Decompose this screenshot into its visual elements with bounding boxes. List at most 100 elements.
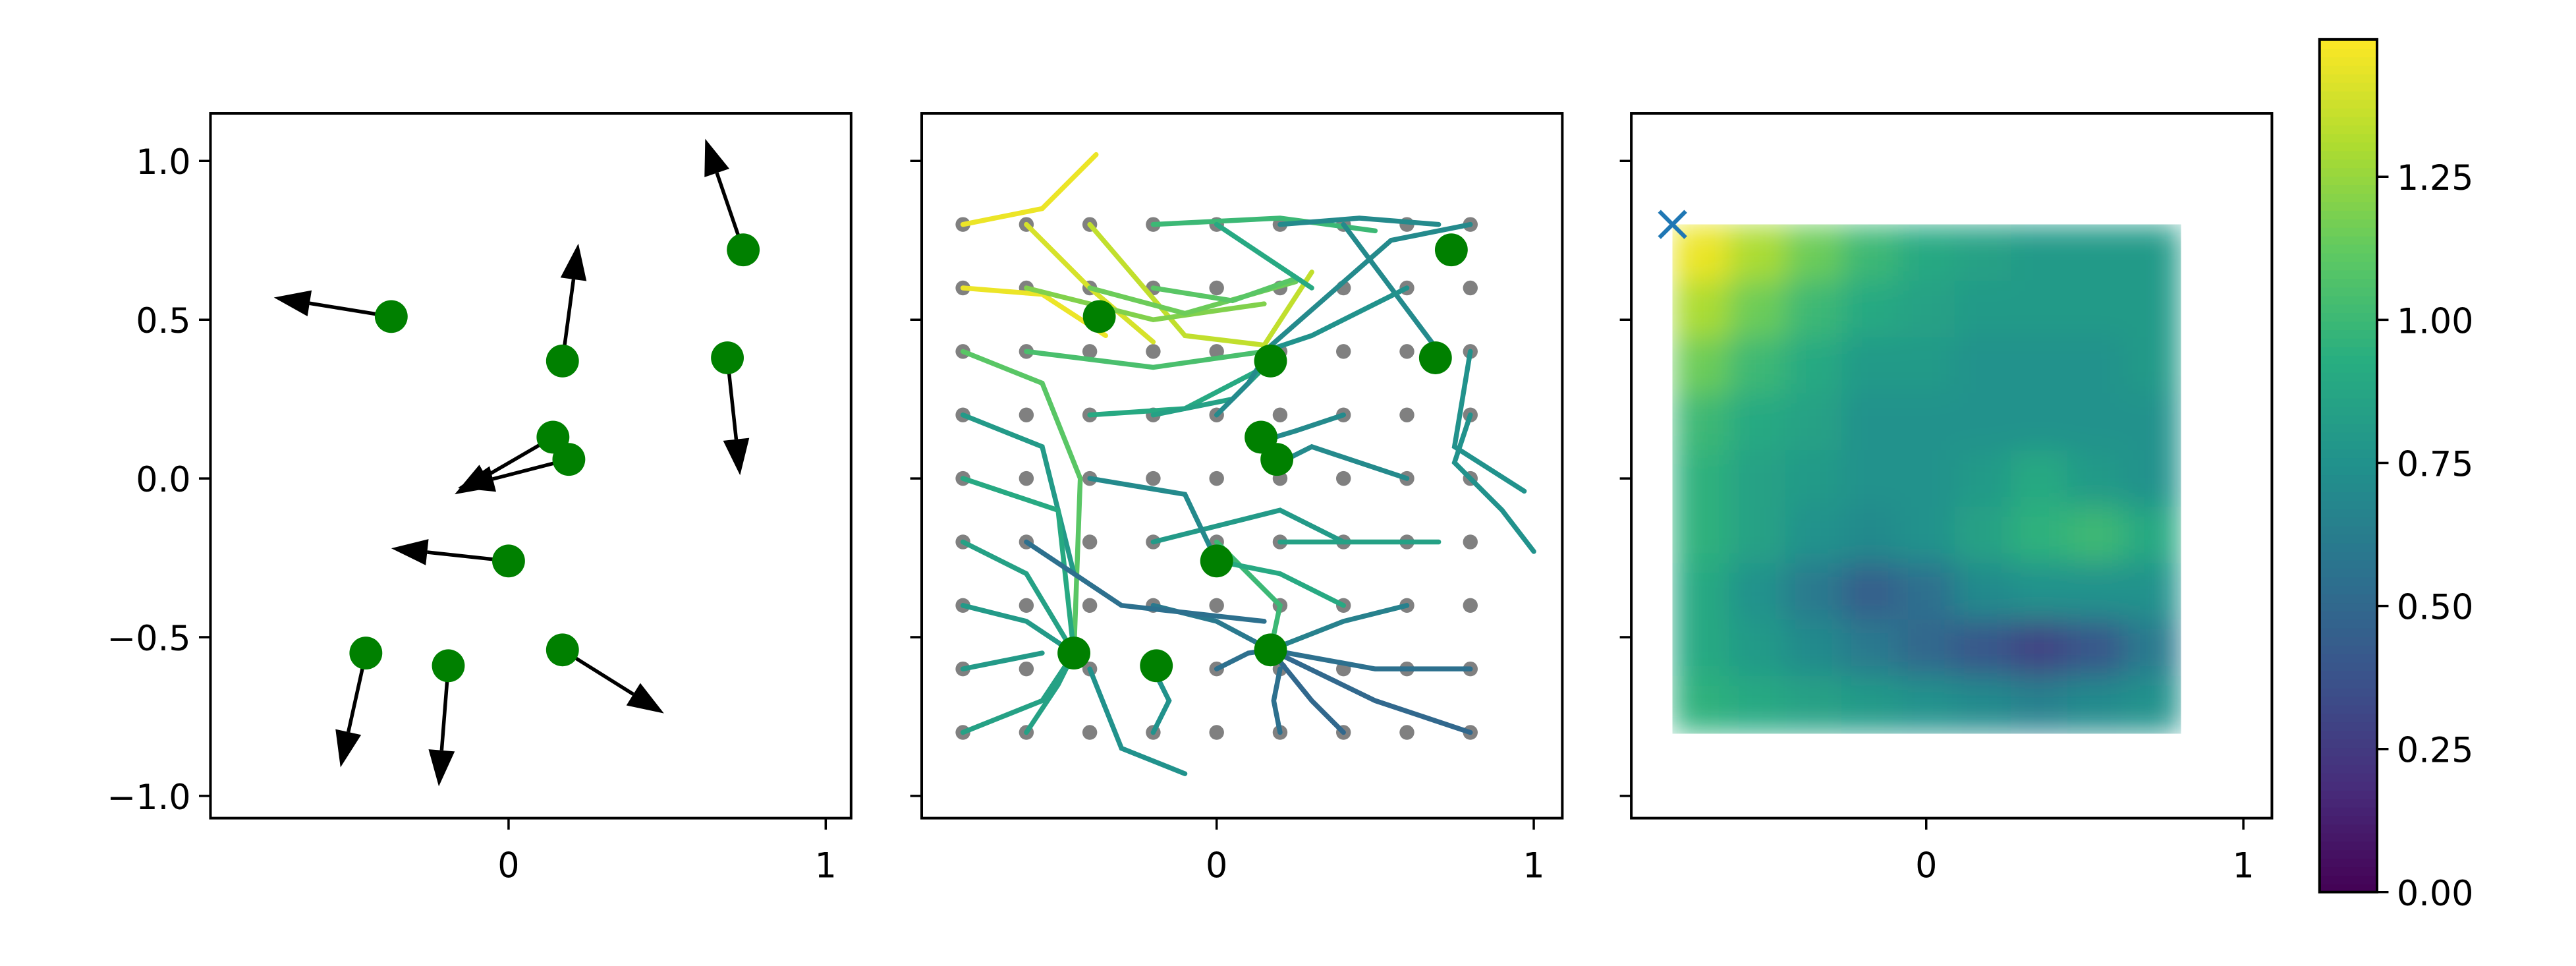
heat-cell [2123,450,2181,508]
colorbar-step [2319,175,2377,186]
colorbar-step [2319,329,2377,339]
colorbar-step [2319,807,2377,816]
heat-cell [2067,450,2125,508]
heat-cell [1954,224,2012,282]
source [1140,649,1173,683]
heat-cell [1672,619,1730,677]
heat-cell [2123,563,2181,621]
colorbar-step [2319,287,2377,297]
colorbar-step [2319,670,2377,680]
trajectory [1341,221,1442,355]
trajectory [1268,647,1346,735]
heat-cell [1954,393,2012,451]
grid-point [1463,598,1478,613]
axes-frame [1630,112,2274,820]
colorbar-step [2319,627,2377,637]
colorbar-step [2319,798,2377,808]
heat-cell [1785,393,1843,451]
colorbar-step [2319,261,2377,271]
colorbar-frame [2318,38,2378,894]
arrow [561,648,664,714]
colorbar-step [2319,619,2377,629]
colorbar-step [2319,99,2377,109]
source [1434,233,1468,267]
colorbar-step [2319,815,2377,825]
source [1082,300,1116,333]
heat-cell [1672,337,1730,395]
point [546,344,579,378]
colorbar-step [2319,636,2377,646]
heat-cell [2011,506,2069,565]
heat-cell [1729,337,1787,395]
colorbar-step [2319,210,2377,219]
colorbar-step [2319,465,2377,476]
colorbar-step [2319,201,2377,211]
heat-cell [1841,337,1899,395]
colorbar-step [2319,883,2377,894]
colorbar-step [2319,355,2377,364]
trajectory [960,539,1077,656]
heat-cell [1897,506,1956,565]
heat-cell [1897,450,1956,508]
y-tick-label: 0.5 [136,301,190,341]
grid-point [1463,534,1478,550]
colorbar-step [2319,841,2377,851]
trajectory [1268,603,1410,653]
colorbar-step [2319,602,2377,612]
heat-cell [1841,506,1899,565]
trajectory [960,412,1077,577]
colorbar-step [2319,577,2377,586]
point [552,443,586,476]
colorbar-step [2319,551,2377,561]
colorbar-step [2319,218,2377,228]
colorbar-tick-label: 0.50 [2397,588,2474,628]
heat-cell [1785,281,1843,339]
heat-cell [2067,224,2125,282]
arrow [428,666,455,787]
colorbar-tick-label: 0.00 [2397,874,2474,914]
x-tick-label: 0 [1915,845,1937,886]
colorbar-step [2319,39,2377,49]
colorbar-step [2319,90,2377,100]
grid-point [1209,725,1224,740]
heat-cell [2067,675,2125,734]
trajectory [1271,666,1283,735]
heat-cell [2011,619,2069,677]
colorbar-step [2319,679,2377,689]
colorbar-step [2319,252,2377,262]
axes-frame [920,112,1564,820]
grid-point [1463,280,1478,296]
x-tick-label: 1 [815,845,837,886]
heat-cell [2067,506,2125,565]
heat-cell [2011,563,2069,621]
trajectory [1024,349,1267,370]
colorbar-step [2319,423,2377,433]
colorbar-step [2319,150,2377,160]
heat-cell [2011,450,2069,508]
colorbar-step [2319,525,2377,535]
arrow-head [723,438,750,476]
x-tick-label: 0 [1206,845,1227,886]
y-tick-label: −0.5 [107,619,190,659]
arrow [704,138,745,251]
colorbar-step [2319,73,2377,83]
colorbar-step [2319,491,2377,501]
grid-point [1082,598,1098,613]
grid-point [1019,470,1034,486]
trajectory [1150,275,1299,304]
trajectory [1024,285,1267,323]
arrow-head [428,749,455,787]
colorbar-step [2319,772,2377,782]
colorbar-step [2319,653,2377,663]
colorbar-step [2319,184,2377,194]
colorbar-step [2319,789,2377,799]
heat-cell [1954,619,2012,677]
heat-cell [1841,675,1899,734]
point [349,637,383,670]
colorbar-step [2319,517,2377,526]
colorbar-step [2319,755,2377,765]
grid-point [1399,725,1414,740]
grid-point [1019,598,1034,613]
